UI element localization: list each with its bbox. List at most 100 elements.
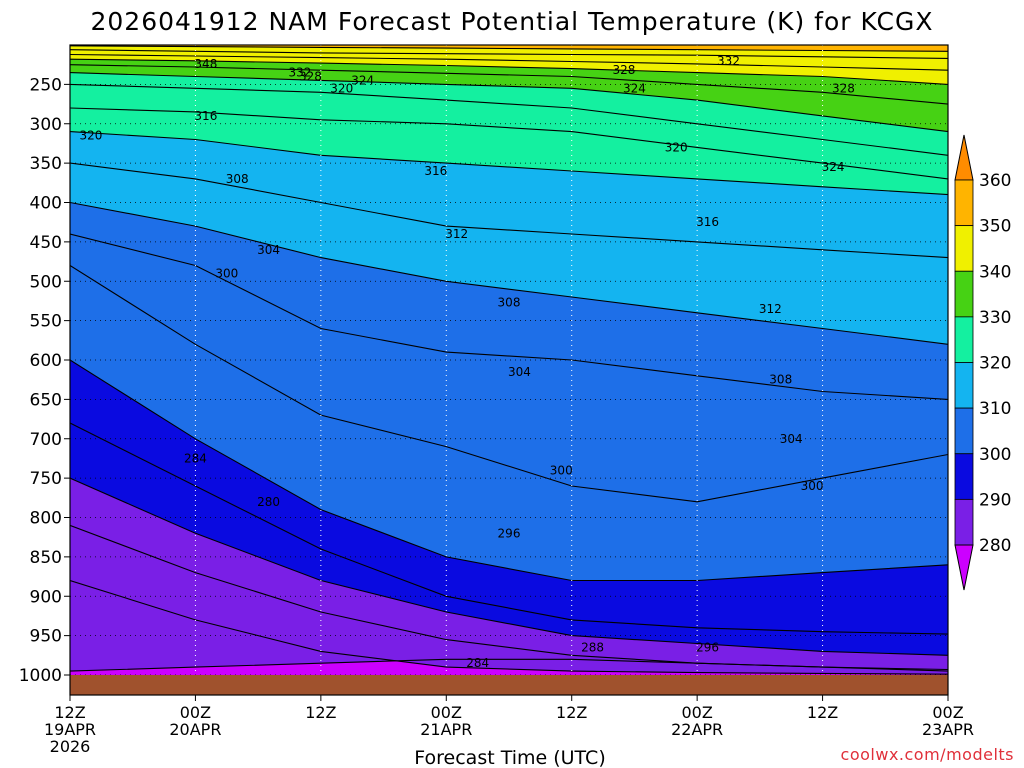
y-tick-label: 950	[30, 627, 62, 647]
contour-label: 300	[215, 266, 238, 280]
colorbar-arrow-top	[954, 134, 974, 181]
contour-label: 308	[226, 172, 249, 186]
isotherm-296	[70, 422, 948, 635]
contour-label: 300	[801, 479, 824, 493]
contour-label: 320	[79, 129, 102, 143]
x-tick-label: 2026	[50, 737, 91, 756]
contour-label: 332	[717, 54, 740, 68]
y-tick-label: 250	[30, 75, 62, 95]
contour-label: 328	[299, 70, 322, 84]
contour-label: 332	[288, 66, 311, 80]
colorbar: 280 290 300 310 320 330 340 350 360	[954, 134, 1011, 591]
isotherm-316	[70, 162, 948, 259]
colorbar-segment	[954, 179, 974, 227]
contour-label: 328	[832, 81, 855, 95]
colorbar-label: 310	[979, 399, 1011, 419]
y-tick-label: 750	[30, 469, 62, 489]
isotherm-312	[70, 201, 948, 345]
y-tick-label: 300	[30, 115, 62, 135]
isotherm-332	[70, 72, 948, 133]
colorbar-label: 290	[979, 490, 1011, 510]
colorbar-label: 350	[979, 217, 1011, 237]
x-tick-label: 23APR	[922, 720, 974, 739]
contour-label: 320	[665, 140, 688, 154]
x-tick-label: 00Z	[932, 703, 963, 722]
isotherm-352	[70, 45, 948, 52]
contour-label: 316	[696, 215, 719, 229]
colorbar-label: 330	[979, 308, 1011, 328]
contour-label: 312	[759, 302, 782, 316]
contour-label: 304	[508, 365, 531, 379]
colorbar-segment	[954, 362, 974, 409]
x-tick-label: 22APR	[671, 720, 723, 739]
plot-frame	[69, 44, 949, 696]
y-tick-label: 650	[30, 390, 62, 410]
isotherm-328	[70, 83, 948, 156]
contour-lines	[70, 45, 948, 675]
y-tick-label: 700	[30, 430, 62, 450]
y-tick-label: 900	[30, 587, 62, 607]
isotherm-344	[70, 53, 948, 71]
contour-fills	[70, 45, 948, 675]
contour-label: 324	[623, 81, 646, 95]
contour-label: 284	[466, 656, 489, 670]
contour-label: 324	[822, 160, 845, 174]
x-tick-label: 12Z	[556, 703, 587, 722]
colorbar-segment	[954, 453, 974, 500]
colorbar-label: 320	[979, 354, 1011, 374]
ground-strip	[70, 675, 948, 695]
contour-label: 300	[550, 463, 573, 477]
y-axis: 250 300 350 400 450 500 550 600 650 700 750 800 850 9…	[19, 75, 70, 686]
chart-title: 2026041912 NAM Forecast Potential Temper…	[91, 7, 934, 36]
colorbar-label: 340	[979, 262, 1011, 282]
contour-label: 320	[330, 81, 353, 95]
contour-label: 308	[498, 296, 521, 310]
y-tick-label: 400	[30, 194, 62, 214]
contour-label: 348	[194, 57, 217, 71]
contour-label: 316	[194, 109, 217, 123]
colorbar-segment	[954, 316, 974, 363]
contour-label: 280	[257, 495, 280, 509]
isotherm-348	[70, 49, 948, 59]
x-tick-label: 12Z	[807, 703, 838, 722]
colorbar-label: 280	[979, 536, 1011, 556]
colorbar-label: 300	[979, 445, 1011, 465]
isotherm-280	[70, 658, 948, 672]
isotherm-324	[70, 107, 948, 180]
isotherm-336	[70, 64, 948, 105]
x-tick-label: 20APR	[169, 720, 221, 739]
x-tick-label: 12Z	[305, 703, 336, 722]
x-tick-label: 19APR	[44, 720, 96, 739]
y-tick-label: 1000	[19, 666, 62, 686]
contour-label: 284	[184, 451, 207, 465]
contour-label: 304	[780, 432, 803, 446]
credit-link[interactable]: coolwx.com/modelts	[841, 745, 1014, 764]
x-tick-label: 12Z	[54, 703, 85, 722]
y-tick-label: 350	[30, 154, 62, 174]
isotherm-284	[70, 579, 948, 675]
y-tick-label: 600	[30, 351, 62, 371]
contour-label: 308	[769, 373, 792, 387]
y-tick-label: 850	[30, 548, 62, 568]
contour-label: 316	[424, 164, 447, 178]
x-axis-label: Forecast Time (UTC)	[414, 747, 605, 768]
x-tick-label: 00Z	[431, 703, 462, 722]
x-tick-label: 00Z	[681, 703, 712, 722]
colorbar-segment	[954, 225, 974, 272]
y-tick-label: 500	[30, 272, 62, 292]
y-tick-label: 450	[30, 233, 62, 253]
contour-label: 296	[696, 640, 719, 654]
contour-label: 304	[257, 243, 280, 257]
y-tick-label: 550	[30, 312, 62, 332]
colorbar-segment	[954, 498, 974, 546]
contour-label: 296	[498, 526, 521, 540]
contour-label: 312	[445, 227, 468, 241]
isotherm-340	[70, 58, 948, 85]
contour-label: 328	[613, 63, 636, 77]
x-tick-label: 00Z	[180, 703, 211, 722]
colorbar-arrow-bottom	[954, 544, 974, 591]
